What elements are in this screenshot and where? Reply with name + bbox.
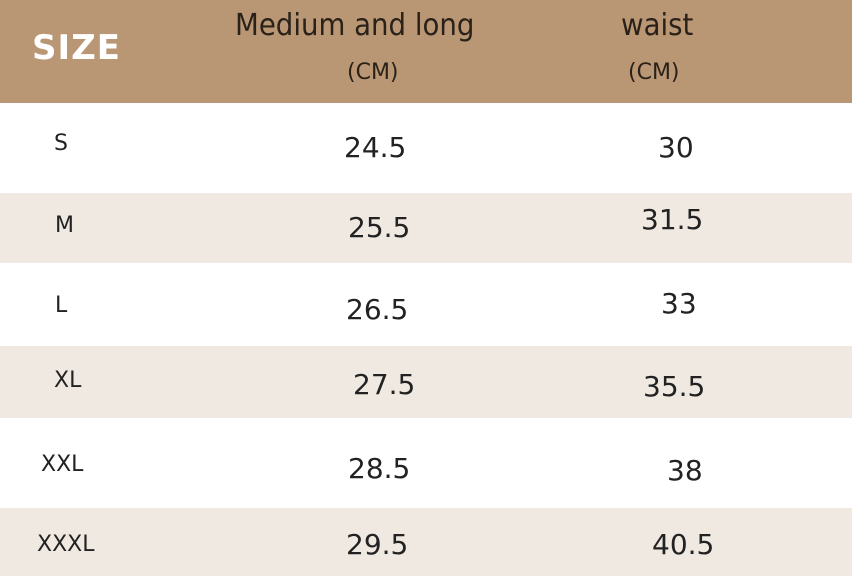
table-header: SIZE Medium and long (CM) waist (CM) bbox=[0, 0, 852, 103]
length-cell: 29.5 bbox=[346, 528, 409, 561]
waist-cell: 30 bbox=[658, 131, 694, 164]
size-cell: XL bbox=[54, 368, 82, 393]
waist-cell: 40.5 bbox=[652, 528, 715, 561]
waist-cell: 38 bbox=[667, 454, 703, 487]
table-row: M 25.5 31.5 bbox=[0, 193, 852, 263]
size-cell: XXL bbox=[41, 452, 84, 477]
table-row: S 24.5 30 bbox=[0, 103, 852, 193]
waist-cell: 31.5 bbox=[641, 203, 704, 236]
length-header: Medium and long bbox=[235, 8, 475, 43]
waist-unit: (CM) bbox=[628, 60, 680, 85]
size-cell: L bbox=[55, 293, 68, 318]
table-row: XL 27.5 35.5 bbox=[0, 346, 852, 418]
size-cell: XXXL bbox=[37, 532, 95, 557]
length-cell: 26.5 bbox=[346, 293, 409, 326]
length-cell: 25.5 bbox=[348, 211, 411, 244]
waist-header: waist bbox=[621, 8, 694, 43]
length-cell: 24.5 bbox=[344, 131, 407, 164]
table-row: XXL 28.5 38 bbox=[0, 418, 852, 508]
length-cell: 27.5 bbox=[353, 368, 416, 401]
table-row: L 26.5 33 bbox=[0, 263, 852, 346]
size-cell: M bbox=[55, 213, 74, 238]
size-cell: S bbox=[54, 131, 68, 156]
waist-cell: 35.5 bbox=[643, 370, 706, 403]
table-row: XXXL 29.5 40.5 bbox=[0, 508, 852, 576]
size-header: SIZE bbox=[32, 28, 122, 68]
waist-cell: 33 bbox=[661, 287, 697, 320]
length-unit: (CM) bbox=[347, 60, 399, 85]
length-cell: 28.5 bbox=[348, 452, 411, 485]
